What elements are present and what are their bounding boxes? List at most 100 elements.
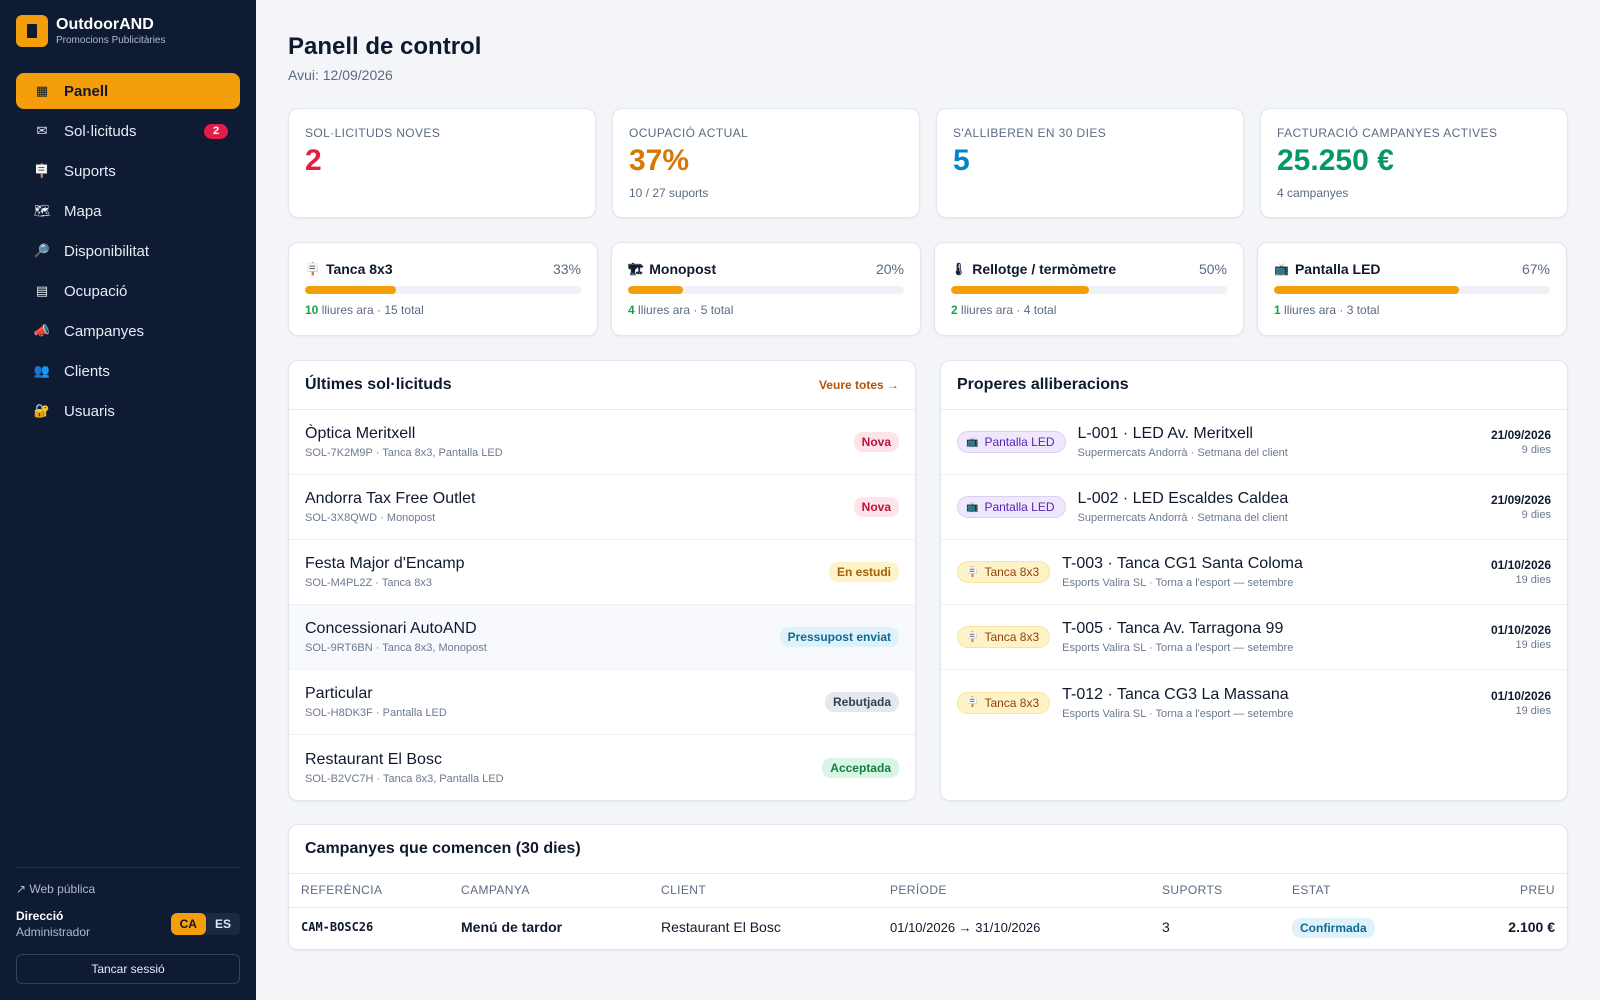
release-row[interactable]: 🪧 Tanca 8x3 T-005 · Tanca Av. Tarragona 99…: [941, 605, 1567, 670]
occupancy-bar: [628, 286, 904, 294]
kpi-label: Sol·licituds noves: [305, 126, 441, 140]
sidebar: OutdoorAND Promocions Publicitàries ▦ Pan…: [0, 0, 256, 1000]
sidebar-item-mapa[interactable]: 🗺 Mapa: [16, 193, 240, 229]
column-header: Període: [878, 874, 1150, 908]
availability-rest: lliures ara · 15 total: [318, 303, 424, 317]
kpi-value: 5: [953, 144, 970, 177]
release-date: 01/10/2026: [1490, 558, 1551, 572]
campaign-price: 2.100 €: [1508, 919, 1555, 936]
lang-es-button[interactable]: ES: [214, 917, 231, 931]
request-meta: SOL-H8DK3F · Pantalla LED: [305, 707, 447, 719]
support-name: T-003 · Tanca CG1 Santa Coloma: [1062, 555, 1303, 572]
sidebar-item-disponibilitat[interactable]: 🔎 Disponibilitat: [16, 233, 240, 269]
lock-icon: 🔐: [33, 403, 51, 418]
request-row[interactable]: Òptica Meritxell SOL-7K2M9P · Tanca 8x3, …: [289, 410, 915, 475]
kpi-value: 37%: [629, 144, 690, 177]
sidebar-item-label: Suports: [64, 162, 116, 180]
occupancy-percent: 33%: [552, 261, 581, 277]
sidebar-item-sollicituds[interactable]: ✉ Sol·licituds 2: [16, 113, 240, 149]
request-meta: SOL-B2VC7H · Tanca 8x3, Pantalla LED: [305, 772, 504, 785]
thermometer-icon: 🌡: [951, 262, 967, 276]
occupancy-percent: 20%: [875, 261, 904, 277]
support-type-chip: 🪧 Tanca 8x3: [957, 561, 1051, 583]
panel-title: Properes alliberacions: [957, 376, 1129, 393]
public-web-link[interactable]: ↗ Web pública: [16, 882, 96, 896]
billboard-icon: 🪧: [966, 631, 979, 643]
campaign-supports: 3: [1162, 919, 1170, 936]
column-header: Client: [649, 874, 878, 908]
chip-label: Tanca 8x3: [984, 565, 1040, 579]
logout-button[interactable]: Tancar sessió: [16, 954, 240, 984]
billboard-icon: 🪧: [305, 262, 320, 276]
request-row[interactable]: Andorra Tax Free Outlet SOL-3X8QWD · Mono…: [289, 475, 915, 540]
free-count: 4: [628, 303, 635, 317]
sidebar-item-label: Sol·licituds: [64, 122, 137, 140]
occupancy-bar-fill: [1274, 286, 1459, 294]
billboard-icon: 🪧: [966, 566, 979, 578]
sidebar-item-usuaris[interactable]: 🔐 Usuaris: [16, 393, 240, 429]
sidebar-item-clients[interactable]: 👥 Clients: [16, 353, 240, 389]
billboard-icon: 🪧: [33, 163, 51, 178]
dashboard-icon: ▦: [35, 83, 49, 98]
sidebar-item-label: Clients: [64, 362, 110, 380]
days-remaining: 19 dies: [1515, 639, 1551, 651]
see-all-link[interactable]: Veure totes →: [818, 378, 899, 392]
release-date: 21/09/2026: [1490, 428, 1551, 442]
sidebar-item-label: Panell: [64, 82, 109, 100]
support-type-name: Monopost: [649, 261, 717, 277]
calendar-icon: ▤: [35, 283, 49, 298]
availability-text: 2 lliures ara · 4 total: [951, 303, 1227, 317]
release-row[interactable]: 🪧 Tanca 8x3 T-003 · Tanca CG1 Santa Coloma…: [941, 540, 1567, 605]
upcoming-releases-panel: Properes alliberacions 📺 Pantalla LED L-00…: [940, 360, 1568, 801]
lang-ca-button[interactable]: CA: [170, 913, 206, 935]
sidebar-item-panell[interactable]: ▦ Panell: [16, 73, 240, 109]
release-row[interactable]: 🪧 Tanca 8x3 T-012 · Tanca CG3 La Massana Es…: [941, 670, 1567, 735]
occupancy-percent: 67%: [1521, 261, 1550, 277]
sidebar-item-ocupaci[interactable]: ▤ Ocupació: [16, 273, 240, 309]
page-title: Panell de control: [288, 33, 482, 60]
occupancy-bar: [305, 286, 581, 294]
megaphone-icon: 📣: [33, 323, 51, 338]
kpi-subtext: 10 / 27 suports: [629, 186, 709, 200]
support-type-chip: 🪧 Tanca 8x3: [957, 691, 1051, 714]
support-name: L-002 · LED Escaldes Caldea: [1077, 490, 1289, 507]
status-badge: Acceptada: [822, 757, 899, 778]
occupancy-bar-fill: [951, 286, 1089, 294]
monopost-icon: 🏗: [628, 262, 644, 276]
language-switch: CA ES: [170, 913, 240, 935]
status-badge: Pressupost enviat: [779, 627, 899, 647]
release-row[interactable]: 📺 Pantalla LED L-001 · LED Av. Meritxell Su…: [941, 410, 1567, 475]
days-remaining: 9 dies: [1521, 444, 1551, 456]
request-row[interactable]: Concessionari AutoAND SOL-9RT6BN · Tanca …: [289, 605, 915, 670]
sidebar-item-campanyes[interactable]: 📣 Campanyes: [16, 313, 240, 349]
campaign-period: 01/10/2026 → 31/10/2026: [890, 919, 1041, 935]
request-meta: SOL-M4PL2Z · Tanca 8x3: [305, 577, 432, 589]
release-meta: Esports Valira SL · Torna a l'esport — s…: [1062, 642, 1294, 654]
brand[interactable]: OutdoorAND Promocions Publicitàries: [16, 15, 166, 47]
availability-text: 10 lliures ara · 15 total: [305, 303, 581, 317]
upcoming-campaigns-panel: Campanyes que comencen (30 dies) Referèn…: [288, 824, 1568, 950]
screen-icon: 📺: [966, 501, 979, 513]
release-date: 01/10/2026: [1490, 623, 1551, 637]
table-row[interactable]: CAM-BOSC26 Menú de tardor Restaurant El Bo…: [289, 907, 1567, 947]
days-remaining: 19 dies: [1515, 574, 1551, 586]
request-row[interactable]: Festa Major d'Encamp SOL-M4PL2Z · Tanca 8…: [289, 540, 915, 605]
sidebar-item-label: Mapa: [64, 202, 102, 220]
support-type-chip: 📺 Pantalla LED: [957, 431, 1066, 453]
request-client-name: Festa Major d'Encamp: [305, 555, 465, 572]
kpi-subtext: 4 campanyes: [1277, 186, 1349, 200]
request-client-name: Concessionari AutoAND: [305, 620, 477, 637]
request-row[interactable]: Particular SOL-H8DK3F · Pantalla LED Rebut…: [289, 670, 915, 735]
occupancy-card: 🌡 Rellotge / termòmetre 50% 2 lliures ara ·…: [934, 242, 1244, 336]
release-meta: Supermercats Andorrà · Setmana del clien…: [1077, 512, 1288, 524]
sidebar-item-suports[interactable]: 🪧 Suports: [16, 153, 240, 189]
support-type-chip: 📺 Pantalla LED: [957, 496, 1066, 518]
sidebar-item-label: Disponibilitat: [64, 242, 150, 260]
release-meta: Supermercats Andorrà · Setmana del clien…: [1077, 447, 1288, 459]
kpi-value: 2: [305, 144, 322, 177]
release-row[interactable]: 📺 Pantalla LED L-002 · LED Escaldes Caldea…: [941, 475, 1567, 540]
column-header: Preu: [1455, 874, 1567, 908]
status-badge: En estudi: [828, 562, 899, 582]
request-row[interactable]: Restaurant El Bosc SOL-B2VC7H · Tanca 8x3…: [289, 735, 915, 800]
release-meta: Esports Valira SL · Torna a l'esport — s…: [1062, 577, 1294, 589]
